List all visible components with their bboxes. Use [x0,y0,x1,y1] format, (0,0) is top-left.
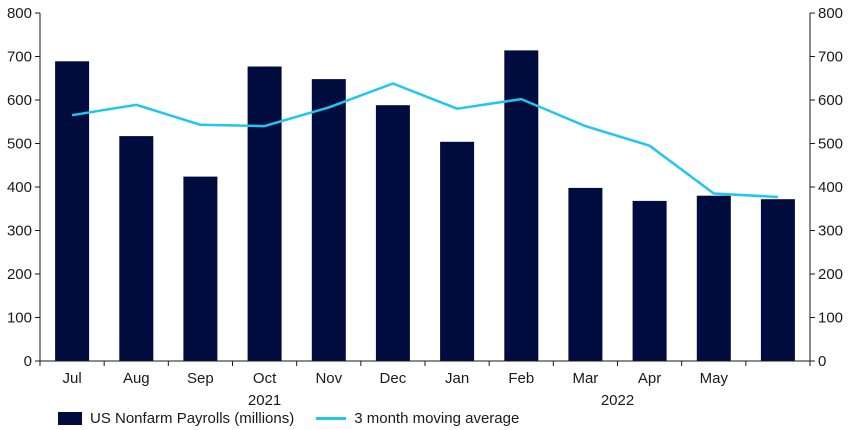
x-tick-label-apr: Apr [638,370,661,387]
x-tick-label-jul: Jul [63,370,82,387]
bar-1 [119,136,154,361]
y-tick-label-left: 800 [7,5,32,22]
left-y-axis-ticks: 0 100 200 300 400 500 600 700 800 [7,5,40,370]
y-tick-label-left: 600 [7,92,32,109]
bar-11 [760,199,795,361]
y-tick-label-left: 100 [7,310,32,327]
x-tick-label-dec: Dec [380,370,407,387]
x-tick-label-mar: Mar [572,370,598,387]
bar-series [55,50,795,362]
legend-label-payrolls: US Nonfarm Payrolls (millions) [90,409,295,427]
moving-average-series [71,82,778,199]
bar-5 [375,105,410,361]
y-tick-label-right: 0 [818,353,826,370]
bar-0 [55,61,90,362]
y-tick-label-right: 700 [818,49,843,66]
y-tick-label-left: 0 [24,353,32,370]
y-tick-label-right: 300 [818,223,843,240]
year-label-2021: 2021 [248,392,281,409]
legend: US Nonfarm Payrolls (millions) 3 month m… [58,408,541,428]
bar-6 [440,141,475,361]
legend-swatch-moving-average [316,416,347,420]
bar-8 [568,187,603,361]
y-tick-label-right: 200 [818,266,843,283]
bar-2 [183,176,218,361]
y-tick-label-left: 500 [7,136,32,153]
x-tick-label-may: May [700,370,729,387]
y-tick-label-left: 400 [7,179,32,196]
right-y-axis-ticks: 0 100 200 300 400 500 600 700 800 [810,5,843,370]
y-tick-label-left: 200 [7,266,32,283]
y-tick-label-right: 500 [818,136,843,153]
bar-3 [247,66,282,361]
y-tick-label-right: 400 [818,179,843,196]
y-tick-label-left: 300 [7,223,32,240]
y-tick-label-right: 800 [818,5,843,22]
x-tick-label-aug: Aug [123,370,150,387]
year-labels: 2021 2022 [248,392,634,409]
x-tick-label-sep: Sep [187,370,214,387]
x-axis-labels: Jul Aug Sep Oct Nov Dec Jan Feb Mar Apr May [63,370,729,387]
y-tick-label-right: 100 [818,310,843,327]
bar-7 [504,50,539,362]
x-tick-label-jan: Jan [445,370,469,387]
x-tick-label-oct: Oct [253,370,277,387]
bar-4 [311,79,346,361]
bar-10 [696,195,731,361]
y-tick-label-right: 600 [818,92,843,109]
x-tick-label-nov: Nov [315,370,342,387]
moving-average-line [71,82,778,199]
legend-item-moving-average: 3 month moving average [316,410,519,427]
legend-swatch-payrolls [58,411,82,425]
axes [39,13,811,366]
y-tick-label-left: 700 [7,49,32,66]
year-label-2022: 2022 [601,392,634,409]
legend-item-payrolls: US Nonfarm Payrolls (millions) [58,410,294,427]
legend-label-moving-average: 3 month moving average [354,409,520,427]
x-tick-label-feb: Feb [508,370,534,387]
bar-9 [632,200,667,361]
